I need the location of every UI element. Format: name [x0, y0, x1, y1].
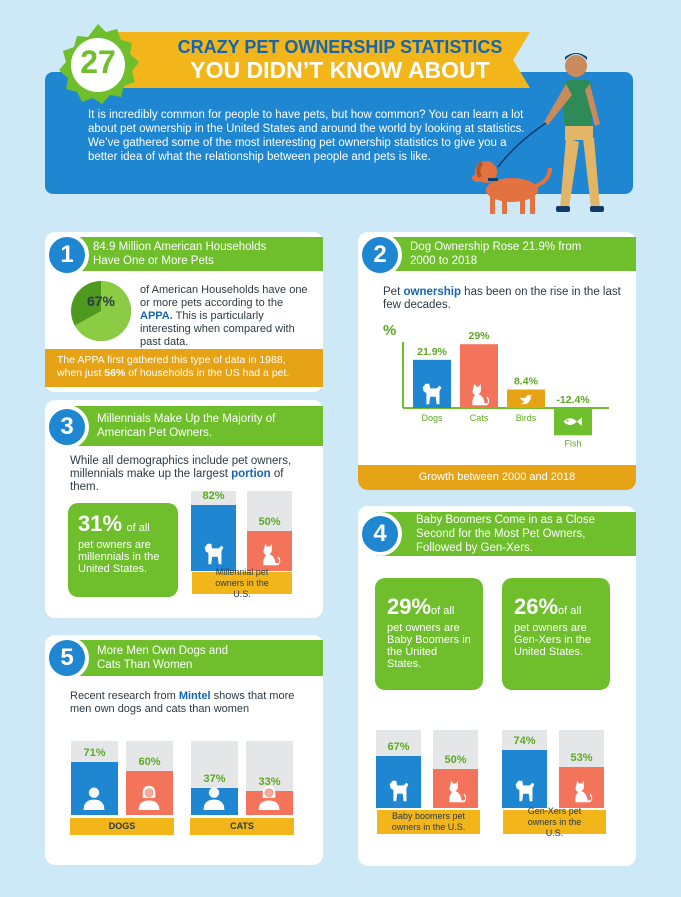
boomers-cats-bar-label: 50%: [444, 754, 467, 766]
genx-stat: 26%: [514, 594, 559, 619]
section-2-title-bar: Dog Ownership Rose 21.9% from 2000 to 20…: [376, 237, 636, 271]
growth-value-label: -12.4%: [556, 394, 590, 406]
dog-icon: [422, 383, 442, 405]
millennials-dogs-bar: [191, 505, 236, 571]
growth-category-label: Cats: [470, 413, 489, 423]
genx-cats-bar-label: 53%: [570, 752, 593, 764]
boomers-stat: 29%: [387, 594, 432, 619]
bird-icon: [519, 394, 533, 404]
growth-value-label: 29%: [468, 330, 490, 342]
section-1-body: of American Households have one or more …: [140, 284, 308, 348]
millennials-tag: Millennial pet owners in the U.S.: [192, 567, 292, 599]
section-1-title: 84.9 Million American Households Have On…: [93, 241, 267, 267]
intro-text: It is incredibly common for people to ha…: [88, 109, 525, 163]
genx-cats-bar-icon: [568, 776, 596, 811]
section-4-title: Baby Boomers Come in as a Close Second f…: [416, 514, 595, 554]
growth-value-label: 8.4%: [514, 376, 539, 388]
cats-men-bar-icon: [201, 783, 227, 816]
section-2-number: 2: [358, 233, 402, 277]
millennials-dogs-bar-icon: [200, 539, 228, 574]
growth-bar-chart: 21.9% Dogs 29% Cats 8.4% Birds -12.4% Fish: [402, 330, 609, 448]
boomers-cats-bar-icon: [442, 776, 470, 811]
dogs-tag: DOGS: [70, 818, 174, 835]
growth-bar-fish: [554, 408, 592, 436]
title-ribbon: [110, 32, 530, 88]
genx-dogs-bar-label: 74%: [513, 735, 536, 747]
millennials-stat-box: 31% of all pet owners are millennials in…: [68, 503, 178, 597]
chart-y-unit: %: [383, 322, 397, 339]
person-with-dog-illustration: [472, 53, 604, 214]
genx-stat-box: 26%of all pet owners are Gen-Xers in the…: [502, 578, 610, 690]
growth-category-label: Dogs: [421, 413, 443, 423]
section-2-footer: Growth between 2000 and 2018: [358, 465, 636, 490]
boomers-tag: Baby boomers pet owners in the U.S.: [377, 810, 480, 834]
section-2-intro: Pet ownership has been on the rise in th…: [383, 286, 621, 311]
cats-women-bar-label: 33%: [258, 776, 281, 788]
dogs-men-bar-label: 71%: [83, 747, 106, 759]
title-line2: YOU DIDN’T KNOW ABOUT: [190, 57, 490, 83]
section-5-intro: Recent research from Mintel shows that m…: [70, 690, 295, 715]
section-5-title: More Men Own Dogs and Cats Than Women: [97, 645, 229, 671]
section-3-number: 3: [45, 405, 89, 449]
cat-icon: [472, 383, 490, 406]
millennials-dogs-bar-label: 82%: [202, 490, 225, 502]
cats-men-bar-label: 37%: [203, 773, 226, 785]
section-1-number: 1: [45, 233, 89, 277]
section-3-intro: While all demographics include pet owner…: [70, 455, 292, 493]
boomers-dogs-bar: [376, 756, 421, 808]
boomers-dogs-bar-label: 67%: [387, 741, 410, 753]
dogs-women-bar-icon: [136, 783, 162, 816]
cats-women-bar-icon: [256, 783, 282, 816]
genx-dogs-bar-icon: [511, 776, 539, 811]
pie-label: 67%: [86, 293, 116, 309]
millennials-cats-bar-icon: [256, 539, 284, 574]
growth-bar-cats: [460, 344, 498, 408]
number-badge: [59, 24, 139, 104]
section-4-number: 4: [358, 512, 402, 556]
title-line1: CRAZY PET OWNERSHIP STATISTICS: [177, 37, 503, 57]
growth-category-label: Birds: [516, 413, 537, 423]
boomers-dogs-bar-icon: [385, 776, 413, 811]
pie-slice-pet-households: [74, 281, 131, 341]
section-1-title-bar: 84.9 Million American Households Have On…: [63, 237, 323, 271]
growth-bar-birds: [507, 389, 545, 408]
boomers-stat-box: 29%of all pet owners are Baby Boomers in…: [375, 578, 483, 690]
section-3-title: Millennials Make Up the Majority of Amer…: [97, 413, 276, 439]
millennials-stat: 31%: [78, 511, 123, 536]
fish-icon: [563, 417, 583, 426]
growth-category-label: Fish: [564, 438, 581, 448]
cats-tag: CATS: [190, 818, 294, 835]
section-1-footer: The APPA first gathered this type of dat…: [45, 349, 323, 387]
households-pie-chart: [71, 281, 131, 341]
section-4-title-bar: Baby Boomers Come in as a Close Second f…: [376, 512, 636, 556]
millennials-cats-bar-label: 50%: [258, 516, 281, 528]
section-2-title: Dog Ownership Rose 21.9% from 2000 to 20…: [410, 241, 582, 267]
section-3-title-bar: Millennials Make Up the Majority of Amer…: [63, 406, 323, 446]
growth-value-label: 21.9%: [417, 346, 447, 358]
genx-dogs-bar: [502, 750, 547, 808]
section-5-title-bar: More Men Own Dogs and Cats Than Women: [63, 640, 323, 676]
header-banner: [45, 72, 633, 194]
section-5-number: 5: [45, 636, 89, 680]
growth-bar-dogs: [413, 359, 451, 408]
genx-tag: Gen-Xers pet owners in the U.S.: [503, 806, 606, 838]
badge-number: 27: [80, 44, 116, 80]
dogs-men-bar-icon: [81, 783, 107, 816]
dogs-women-bar-label: 60%: [138, 756, 161, 768]
